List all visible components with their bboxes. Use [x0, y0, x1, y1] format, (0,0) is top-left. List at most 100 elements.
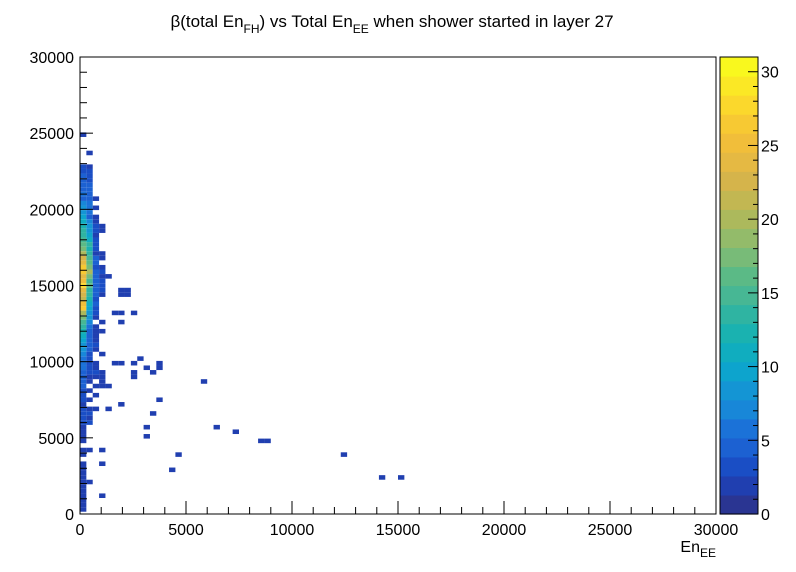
heatmap-cell: [80, 365, 87, 371]
heatmap-cell: [92, 242, 100, 247]
heatmap-cell: [86, 287, 93, 293]
heatmap-cell: [86, 328, 93, 334]
heatmap-cell: [86, 338, 93, 343]
heatmap-cell: [264, 438, 271, 444]
heatmap-cell: [143, 424, 150, 430]
heatmap-cell: [86, 182, 93, 188]
heatmap-cell: [80, 342, 87, 348]
heatmap-cell: [80, 397, 87, 403]
heatmap-cell: [86, 196, 93, 201]
heatmap-cell: [86, 168, 93, 174]
heatmap-cell: [258, 438, 265, 444]
z-tick-label: 30: [761, 65, 779, 82]
color-scale-swatch: [720, 342, 758, 363]
heatmap-cell: [80, 196, 87, 201]
heatmap-cell: [80, 264, 87, 270]
heatmap-cell: [130, 374, 138, 380]
heatmap-cell: [80, 132, 87, 137]
heatmap-cell: [149, 370, 157, 375]
heatmap-cell: [99, 251, 106, 256]
heatmap-cell: [92, 392, 100, 398]
heatmap-cell: [99, 383, 106, 389]
heatmap-cell: [92, 287, 100, 293]
heatmap-cell: [92, 232, 100, 238]
heatmap-cell: [80, 260, 87, 265]
z-tick-label: 25: [761, 138, 779, 155]
heatmap-cell: [80, 296, 87, 302]
heatmap-cell: [99, 447, 106, 453]
heatmap-cell: [92, 237, 100, 243]
heatmap-cell: [92, 223, 100, 229]
heatmap-cell: [86, 210, 93, 215]
heatmap-cell: [99, 351, 106, 357]
x-tick-label: 5000: [168, 522, 204, 539]
heatmap-cell: [80, 351, 87, 357]
color-scale-swatch: [720, 418, 758, 439]
heatmap-cell: [86, 292, 93, 297]
y-axis: 0 5000 10000 15000 20000 25000 30000: [30, 50, 93, 524]
heatmap-cell: [92, 310, 100, 316]
color-scale-swatch: [720, 437, 758, 458]
color-scale-swatch: [720, 57, 758, 77]
heatmap-cell: [92, 260, 100, 265]
color-scale-swatch: [720, 475, 758, 496]
heatmap-cell: [80, 274, 87, 279]
z-tick-label: 5: [761, 433, 770, 450]
color-scale-swatch: [720, 95, 758, 115]
heatmap-cell: [80, 434, 87, 439]
heatmap-cell: [80, 200, 87, 206]
heatmap-cell: [92, 283, 100, 288]
heatmap-cell: [80, 461, 87, 467]
heatmap-cell: [86, 200, 93, 206]
heatmap-cell: [80, 168, 87, 174]
heatmap-cell: [99, 379, 106, 384]
heatmap-cell: [99, 328, 106, 334]
heatmap-cell: [92, 360, 100, 366]
x-tick-label: 10000: [270, 522, 315, 539]
heatmap-cell: [80, 411, 87, 416]
heatmap-cell: [92, 328, 100, 334]
heatmap-cell: [80, 269, 87, 275]
heatmap-cell: [80, 228, 87, 233]
heatmap-cell: [86, 370, 93, 375]
heatmap-cell: [130, 370, 138, 375]
heatmap-cell: [80, 242, 87, 247]
heatmap-cell: [92, 264, 100, 270]
heatmap-cell: [92, 315, 100, 320]
x-axis-label-subscript: EE: [700, 546, 716, 560]
heatmap-cell: [86, 278, 93, 284]
heatmap-cell: [99, 269, 106, 275]
heatmap-cell: [118, 292, 125, 297]
heatmap-cell: [80, 223, 87, 229]
heatmap-cell: [86, 420, 93, 425]
x-tick-label: 0: [76, 522, 85, 539]
heatmap-cell: [80, 205, 87, 211]
heatmap-cell: [99, 292, 106, 297]
heatmap-cell: [86, 342, 93, 348]
heatmap-cell: [80, 498, 87, 503]
heatmap-cell: [86, 379, 93, 384]
heatmap-cell: [80, 475, 87, 480]
color-scale-swatch: [720, 285, 758, 306]
heatmap-cell: [80, 315, 87, 320]
heatmap-cell: [80, 370, 87, 375]
heatmap-cell: [80, 338, 87, 343]
title-prefix: β(total En: [170, 12, 243, 31]
heatmap-cell: [86, 315, 93, 320]
x-axis: 0 5000 10000 15000 20000 25000 30000: [76, 501, 738, 539]
heatmap-cell: [92, 269, 100, 275]
heatmap-cell: [111, 310, 119, 316]
z-tick-label: 0: [761, 507, 770, 524]
heatmap-cell: [80, 493, 87, 499]
heatmap-cell: [80, 301, 87, 307]
heatmap-cell: [80, 278, 87, 284]
heatmap-cell: [86, 333, 93, 339]
heatmap-cell: [86, 415, 93, 421]
heatmap-cell: [80, 424, 87, 430]
heatmap-cell: [92, 251, 100, 256]
heatmap-cell: [169, 467, 176, 473]
heatmap-cell: [213, 424, 220, 430]
heatmap-cell: [92, 365, 100, 371]
heatmap-cell: [92, 205, 100, 211]
